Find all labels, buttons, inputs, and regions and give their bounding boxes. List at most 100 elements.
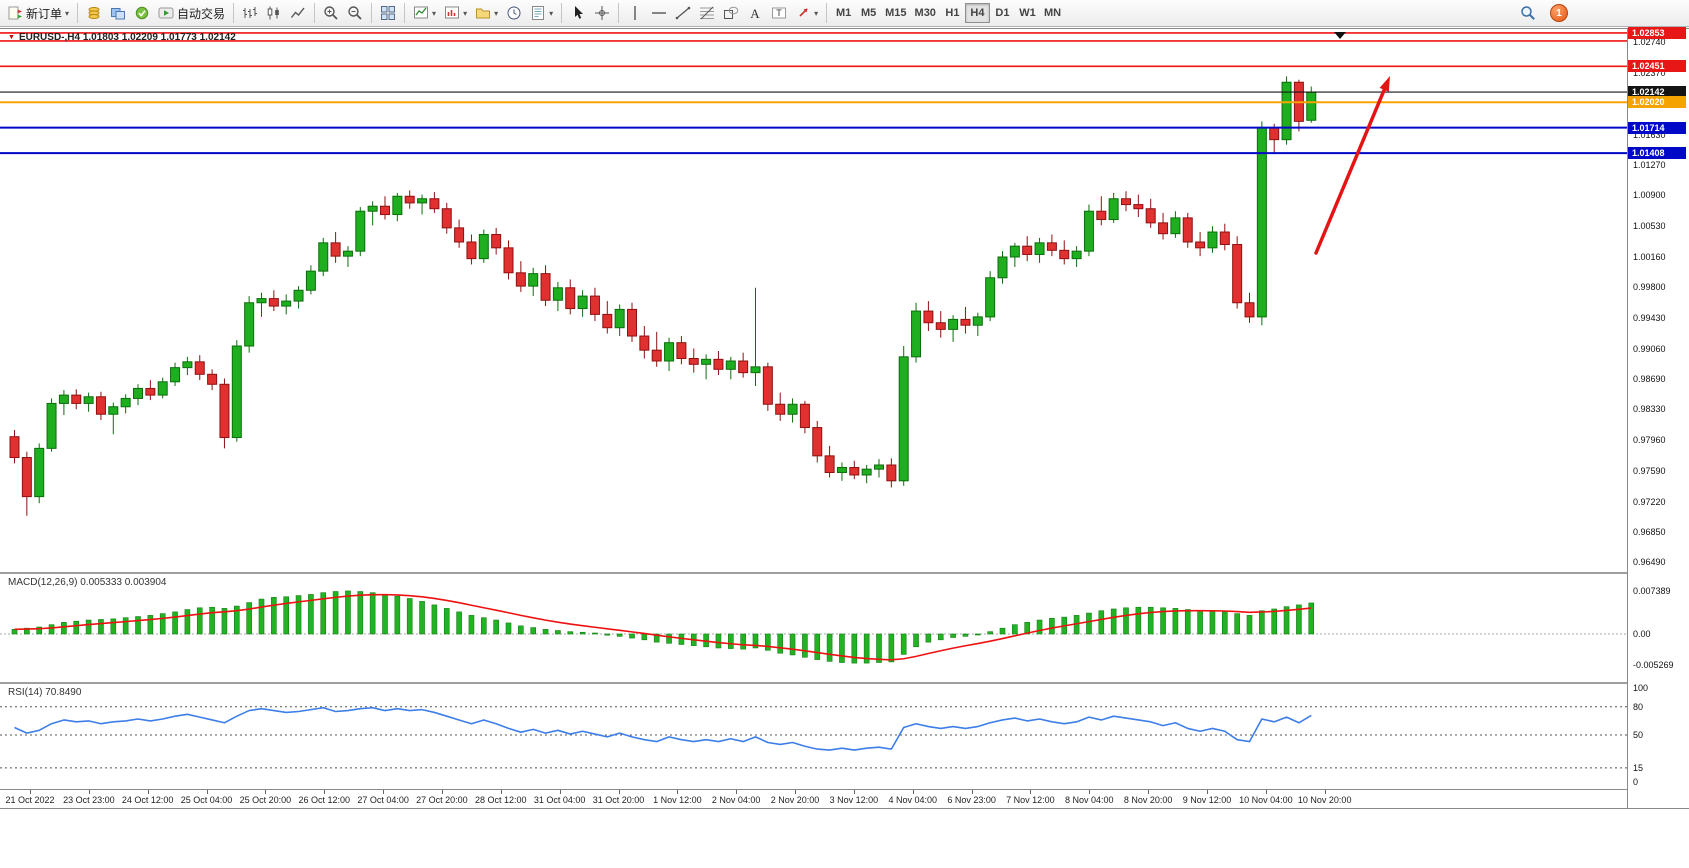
time-axis-label: 8 Nov 20:00 [1123, 795, 1173, 805]
main-chart-panel[interactable]: ▼ EURUSD-,H4 1.01803 1.02209 1.01773 1.02… [0, 29, 1627, 574]
candle [985, 271, 996, 322]
macd-histogram-bar [851, 633, 858, 664]
autotrading-button[interactable]: 自动交易 [154, 2, 229, 24]
time-axis-label: 2 Nov 04:00 [711, 795, 761, 805]
trendline-button[interactable] [671, 2, 695, 24]
coins-button[interactable] [82, 2, 106, 24]
shapes-button[interactable] [719, 2, 743, 24]
candle [367, 201, 378, 226]
autotrading-icon [158, 5, 174, 21]
zoom-out-button[interactable] [343, 2, 367, 24]
rsi-label: RSI(14) 70.8490 [8, 687, 81, 698]
fibonacci-button[interactable] [695, 2, 719, 24]
chart-window[interactable]: ▼ EURUSD-,H4 1.01803 1.02209 1.01773 1.02… [0, 26, 1689, 809]
macd-panel[interactable]: MACD(12,26,9) 0.005333 0.003904 [0, 574, 1627, 684]
indicators-button[interactable]: ▾ [409, 2, 440, 24]
time-axis-tick [1089, 790, 1091, 794]
timeframe-m5[interactable]: M5 [856, 3, 881, 23]
candle [911, 302, 922, 363]
toolbar-separator [618, 3, 620, 23]
macd-canvas[interactable] [0, 574, 1627, 684]
candle [762, 362, 773, 411]
macd-axis-label: 0.007389 [1633, 586, 1671, 596]
candle [182, 356, 193, 376]
zoom-in-button[interactable] [319, 2, 343, 24]
time-axis-tick [30, 790, 31, 794]
label-button[interactable]: T [767, 2, 791, 24]
candle [83, 392, 94, 412]
text-button[interactable]: A [743, 2, 767, 24]
time-axis-tick [1148, 790, 1150, 794]
macd-histogram-bar [61, 622, 67, 635]
toolbar-right: 1 [1516, 2, 1568, 24]
timeframe-m15[interactable]: M15 [881, 3, 910, 23]
chart-shift-marker[interactable] [1334, 32, 1346, 39]
time-axis-label: 25 Oct 04:00 [180, 795, 233, 805]
rsi-axis-label: 100 [1633, 683, 1649, 693]
macd-histogram-bar [505, 622, 512, 635]
crosshair-button[interactable] [590, 2, 614, 24]
macd-histogram-bar [419, 601, 425, 635]
macd-histogram-bar [1172, 608, 1179, 635]
cursor-button[interactable] [566, 2, 590, 24]
arrows-button[interactable]: ▾ [791, 2, 822, 24]
search-icon [1520, 5, 1536, 21]
vertical-line-button[interactable] [623, 2, 647, 24]
timeframe-m1[interactable]: M1 [831, 3, 856, 23]
candlestick-button[interactable] [262, 2, 286, 24]
macd-values: 0.005333 0.003904 [80, 577, 167, 588]
macd-histogram-bar [184, 609, 191, 635]
search-button[interactable] [1516, 2, 1540, 24]
tile-windows-button[interactable] [376, 2, 400, 24]
template-button[interactable]: ▾ [526, 2, 557, 24]
horizontal-line-button[interactable] [647, 2, 671, 24]
clock-button[interactable] [502, 2, 526, 24]
notification-badge[interactable]: 1 [1550, 4, 1568, 22]
new-chart-button[interactable]: ▾ [440, 2, 471, 24]
candle [429, 192, 440, 213]
time-axis-tick [1265, 790, 1267, 794]
macd-histogram-bar [1296, 604, 1302, 635]
macd-histogram-bar [406, 598, 413, 635]
macd-histogram-bar [1184, 609, 1191, 635]
candle [355, 207, 366, 257]
timeframe-h4[interactable]: H4 [964, 3, 990, 23]
layers-button[interactable] [106, 2, 130, 24]
timeframe-d1[interactable]: D1 [990, 3, 1015, 23]
timeframe-w1[interactable]: W1 [1015, 3, 1040, 23]
candle [960, 306, 971, 334]
price-axis[interactable]: 1.02740 1.02370 1.01630 1.01270 1.00900 1.005… [1627, 26, 1689, 808]
time-axis-tick [383, 790, 385, 794]
refresh-button[interactable] [130, 2, 154, 24]
time-axis-label: 27 Oct 04:00 [357, 795, 409, 805]
main-chart-canvas[interactable] [0, 29, 1627, 574]
trend-arrow-annotation[interactable] [1314, 76, 1390, 255]
macd-histogram-bar [24, 627, 30, 635]
bar-chart-button[interactable] [238, 2, 262, 24]
time-axis-tick [1324, 790, 1326, 794]
macd-histogram-bar [542, 629, 549, 635]
timeframe-m30[interactable]: M30 [911, 3, 940, 23]
toolbar-button-label: 新订单 [26, 6, 63, 21]
timeframe-mn[interactable]: MN [1040, 3, 1065, 23]
macd-histogram-bar [962, 633, 969, 637]
candle [664, 337, 675, 371]
rsi-canvas[interactable] [0, 684, 1627, 790]
time-axis[interactable]: 21 Oct 2022 23 Oct 23:00 24 Oct 12:00 25 Oc… [0, 790, 1627, 808]
candle [466, 234, 477, 265]
new-order-icon [7, 5, 23, 21]
candle [1071, 246, 1082, 267]
new-order-button[interactable]: 新订单 ▾ [3, 2, 73, 24]
timeframe-h1[interactable]: H1 [940, 3, 965, 23]
indicators-icon [413, 5, 429, 21]
rsi-panel[interactable]: RSI(14) 70.8490 [0, 684, 1627, 790]
time-axis-label: 25 Oct 20:00 [239, 795, 292, 805]
macd-histogram-bar [1259, 610, 1265, 635]
macd-histogram-bar [1234, 613, 1240, 635]
line-chart-button[interactable] [286, 2, 310, 24]
layers-icon [110, 5, 126, 21]
macd-histogram-bar [196, 607, 203, 635]
candle [330, 232, 341, 263]
chart-profile-button[interactable]: ▾ [471, 2, 502, 24]
candle [34, 443, 45, 504]
